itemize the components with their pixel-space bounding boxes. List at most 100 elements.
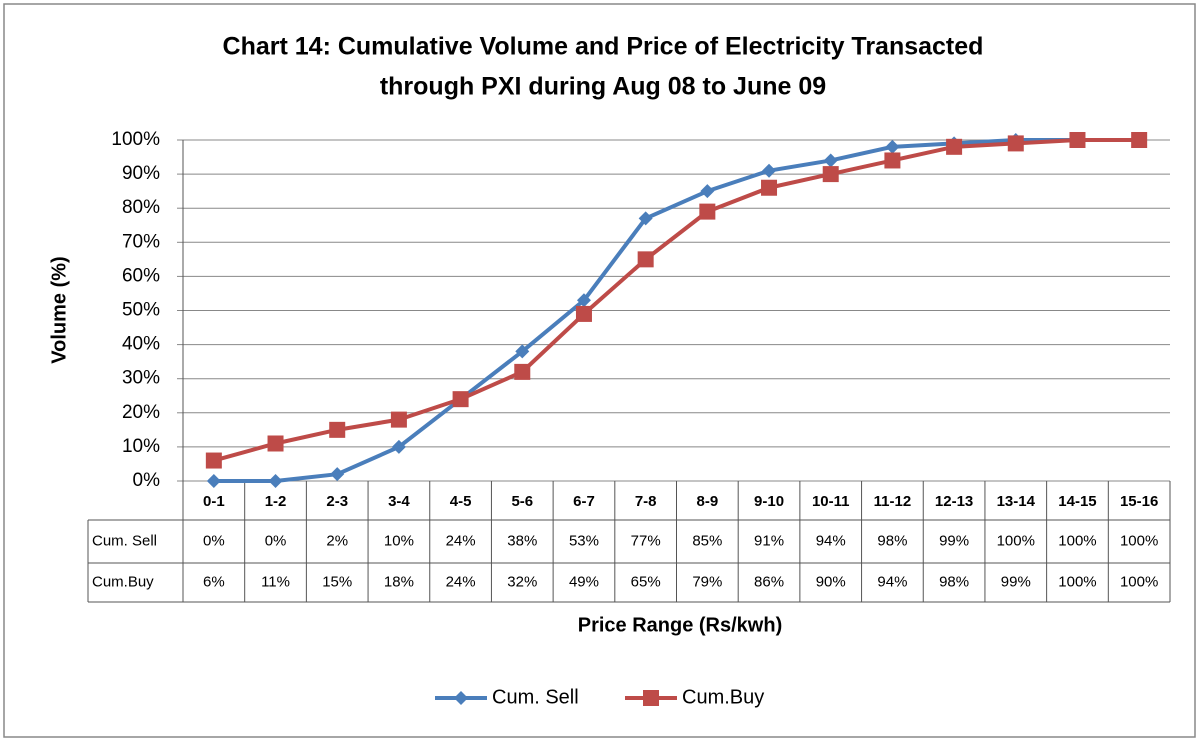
y-tick-label: 30% [122,368,160,389]
y-tick-label: 20% [122,402,160,423]
marker [329,421,346,438]
marker [638,211,653,226]
data-label: 94% [877,573,907,590]
marker [637,251,654,268]
x-tick-label: 0-1 [203,493,225,510]
data-label: 38% [507,532,537,549]
y-tick-label: 90% [122,163,160,184]
data-label: 15% [322,573,352,590]
x-tick-label: 6-7 [573,493,595,510]
x-tick-label: 7-8 [635,493,657,510]
y-tick-label: 70% [122,231,160,252]
y-axis-title: Volume (%) [48,256,70,363]
marker [514,363,531,380]
chart-title: through PXI during Aug 08 to June 09 [380,73,826,101]
marker [391,439,406,454]
table-row-label: Cum. Sell [92,532,157,549]
marker [452,391,469,408]
data-label: 94% [816,532,846,549]
x-tick-label: 4-5 [450,493,472,510]
series-line [213,138,1140,463]
data-label: 98% [877,532,907,549]
data-label: 86% [754,573,784,590]
marker [1131,132,1148,148]
marker [885,139,900,154]
marker [946,138,963,155]
y-tick-label: 80% [122,197,160,218]
data-label: 0% [265,532,287,549]
data-label: 100% [1120,532,1158,549]
data-label: 100% [1120,573,1158,590]
data-label: 18% [384,573,414,590]
marker [1007,135,1024,152]
data-label: 99% [939,532,969,549]
marker [206,474,221,488]
y-tick-label: 10% [122,436,160,457]
data-label: 100% [997,532,1035,549]
y-tick-label: 0% [133,470,161,491]
x-tick-label: 13-14 [997,493,1036,510]
chart-title: Chart 14: Cumulative Volume and Price of… [223,33,984,61]
data-label: 32% [507,573,537,590]
legend-label: Cum. Sell [492,686,579,708]
marker [576,293,591,308]
x-tick-label: 2-3 [326,493,348,510]
x-tick-label: 9-10 [754,493,784,510]
data-label: 100% [1058,573,1096,590]
x-tick-label: 3-4 [388,493,410,510]
chart-border [3,3,1196,738]
data-label: 98% [939,573,969,590]
y-tick-label: 50% [122,300,160,321]
y-tick-label: 40% [122,334,160,355]
x-tick-label: 1-2 [265,493,287,510]
legend-label: Cum.Buy [682,686,764,708]
marker [823,153,838,168]
y-tick-label: 60% [122,265,160,286]
series-line [213,138,1140,483]
data-label: 99% [1001,573,1031,590]
data-label: 24% [446,573,476,590]
marker [205,452,222,469]
data-label: 49% [569,573,599,590]
x-tick-label: 8-9 [697,493,719,510]
data-label: 2% [326,532,348,549]
marker [515,344,530,359]
data-label: 10% [384,532,414,549]
data-label: 11% [261,573,290,590]
data-label: 6% [203,573,225,590]
marker [268,474,283,488]
marker [699,203,716,220]
data-label: 90% [816,573,846,590]
marker [884,152,901,169]
data-label: 77% [631,532,661,549]
marker [1069,132,1086,148]
data-label: 79% [692,573,722,590]
marker [330,467,345,482]
marker [700,184,715,199]
marker [390,411,407,428]
data-label: 85% [692,532,722,549]
legend-marker [643,690,659,706]
table-row-label: Cum.Buy [92,573,154,590]
marker [575,305,592,322]
legend-marker [454,691,468,705]
data-label: 65% [631,573,661,590]
marker [762,163,777,178]
x-tick-label: 5-6 [511,493,533,510]
x-tick-label: 15-16 [1120,493,1158,510]
y-tick-label: 100% [111,129,160,150]
x-tick-label: 10-11 [812,493,850,510]
data-label: 91% [754,532,784,549]
data-label: 100% [1058,532,1096,549]
x-tick-label: 12-13 [935,493,973,510]
x-tick-label: 11-12 [874,493,912,510]
data-label: 24% [446,532,476,549]
data-label: 0% [203,532,225,549]
x-tick-label: 14-15 [1058,493,1096,510]
marker [761,179,778,196]
marker [822,166,839,183]
x-axis-title: Price Range (Rs/kwh) [578,614,783,636]
data-label: 53% [569,532,599,549]
marker [267,435,284,452]
